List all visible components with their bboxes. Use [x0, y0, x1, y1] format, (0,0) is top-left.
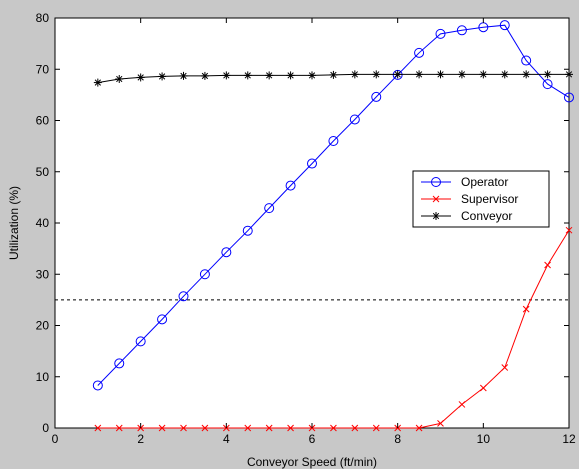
x-tick-label: 6: [309, 432, 316, 446]
conveyor-point: [522, 70, 531, 79]
conveyor-point: [243, 71, 252, 80]
operator-point: [114, 358, 125, 369]
operator-point: [221, 247, 232, 258]
supervisor-point: [244, 424, 252, 432]
operator-point: [328, 136, 339, 146]
y-tick-label: 0: [42, 421, 49, 435]
conveyor-point: [158, 72, 167, 81]
conveyor-point: [415, 70, 424, 79]
supervisor-point: [544, 261, 551, 269]
x-axis-title: Conveyor Speed (ft/min): [247, 455, 377, 469]
supervisor-point: [458, 401, 466, 408]
supervisor-point: [94, 424, 102, 432]
operator-point: [92, 380, 103, 391]
y-tick-label: 40: [36, 216, 50, 230]
x-tick-label: 12: [562, 432, 576, 446]
operator-point: [285, 180, 296, 191]
conveyor-point: [222, 71, 231, 80]
supervisor-point: [415, 424, 423, 432]
y-tick-label: 50: [36, 165, 50, 179]
conveyor-point: [286, 71, 295, 80]
supervisor-point: [330, 424, 337, 432]
y-tick-label: 80: [36, 11, 50, 25]
operator-point: [157, 314, 168, 325]
supervisor-point: [180, 424, 187, 432]
y-tick-label: 30: [36, 267, 50, 281]
y-tick-label: 70: [36, 62, 50, 76]
operator-point: [542, 79, 553, 90]
x-tick-label: 2: [137, 432, 144, 446]
operator-point: [242, 225, 253, 236]
conveyor-point: [329, 70, 338, 79]
operator-point: [199, 269, 210, 280]
conveyor-point: [179, 71, 188, 80]
supervisor-point: [265, 424, 273, 432]
conveyor-point: [457, 70, 466, 79]
y-tick-label: 10: [36, 370, 50, 384]
supervisor-point: [437, 420, 444, 427]
legend-item-supervisor: Supervisor: [421, 192, 518, 206]
conveyor-point: [543, 70, 552, 79]
conveyor-point: [265, 71, 274, 80]
supervisor-point: [115, 424, 123, 432]
conveyor-point: [500, 70, 509, 79]
conveyor-point: [200, 71, 209, 80]
y-axis-title: Utilization (%): [7, 186, 21, 260]
x-tick-label: 4: [223, 432, 230, 446]
conveyor-point: [308, 71, 316, 80]
conveyor-point: [350, 70, 359, 79]
legend-marker: [431, 177, 441, 187]
operator-point: [371, 91, 382, 102]
legend-item-conveyor: Conveyor: [421, 209, 512, 223]
supervisor-point: [522, 305, 530, 313]
supervisor-point: [479, 384, 487, 392]
operator-line: [97, 24, 570, 386]
legend-label: Conveyor: [461, 209, 512, 223]
series-supervisor: [94, 226, 573, 432]
x-tick-label: 0: [52, 432, 59, 446]
y-tick-label: 20: [36, 319, 50, 333]
supervisor-point: [201, 424, 209, 432]
legend-item-operator: Operator: [421, 175, 508, 189]
supervisor-point: [501, 364, 509, 371]
conveyor-point: [372, 70, 381, 79]
operator-point: [264, 203, 275, 214]
conveyor-point: [479, 70, 488, 79]
conveyor-point: [393, 70, 402, 79]
legend-label: Supervisor: [461, 192, 518, 206]
operator-point: [135, 336, 146, 347]
conveyor-point: [436, 70, 445, 79]
series-conveyor: [93, 70, 573, 87]
supervisor-point: [287, 424, 294, 432]
conveyor-point: [565, 70, 573, 79]
operator-point: [435, 28, 446, 39]
operator-point: [564, 92, 574, 103]
series-operator: [92, 20, 574, 391]
operator-point: [521, 55, 532, 66]
legend-label: Operator: [461, 175, 508, 189]
legend-marker: [432, 195, 440, 203]
supervisor-point: [158, 424, 166, 432]
y-tick-label: 60: [36, 114, 50, 128]
conveyor-point: [115, 74, 124, 83]
operator-point: [414, 47, 425, 58]
conveyor-point: [136, 73, 145, 82]
operator-point: [307, 158, 317, 169]
supervisor-point: [351, 424, 359, 432]
operator-point: [456, 25, 467, 36]
operator-point: [499, 20, 510, 31]
x-tick-label: 8: [394, 432, 401, 446]
legend-marker: [432, 212, 440, 220]
x-tick-label: 10: [477, 432, 491, 446]
conveyor-point: [93, 78, 102, 87]
operator-point: [178, 291, 189, 302]
operator-point: [349, 114, 360, 125]
supervisor-point: [565, 226, 573, 234]
supervisor-point: [372, 424, 380, 432]
